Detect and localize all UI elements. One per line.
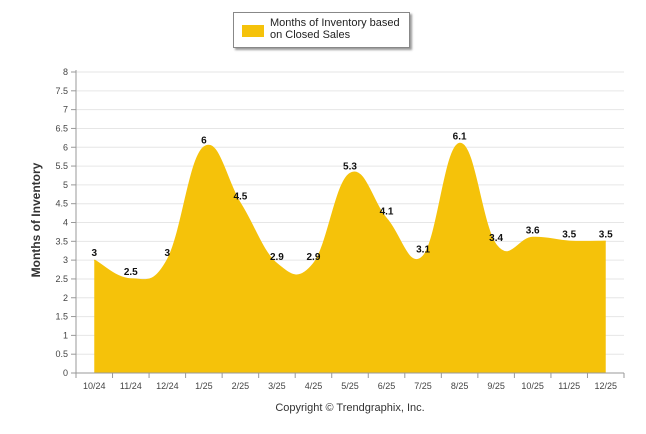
data-label: 4.1 <box>380 207 394 218</box>
y-tick-label: 7.5 <box>55 86 68 96</box>
x-tick-label: 5/25 <box>341 381 359 391</box>
y-tick-label: 5.5 <box>55 161 68 171</box>
y-tick-label: 6 <box>63 142 68 152</box>
x-axis-ticks: 10/24 11/24 12/24 1/25 2/25 3/25 4/25 5/25 6/25 7… <box>75 373 625 391</box>
x-tick-label: 6/25 <box>378 381 396 391</box>
y-tick-label: 5 <box>63 180 68 190</box>
x-tick-label: 12/25 <box>594 381 617 391</box>
y-tick-label: 3.5 <box>55 236 68 246</box>
data-label: 5.3 <box>343 162 357 173</box>
x-tick-label: 11/24 <box>120 381 142 391</box>
y-tick-label: 6.5 <box>55 123 68 133</box>
copyright-footer: Copyright © Trendgraphix, Inc. <box>275 402 425 414</box>
axes <box>75 70 624 374</box>
y-axis-ticks: 0 0.5 1 1.5 2 2.5 3 3.5 4 4.5 5 5.5 6 6.5 7 7.5 8 <box>55 67 76 378</box>
y-tick-label: 2.5 <box>55 274 68 284</box>
data-label: 3 <box>165 248 171 259</box>
y-tick-label: 0 <box>63 368 68 378</box>
x-tick-label: 4/25 <box>305 381 323 391</box>
x-tick-label: 1/25 <box>195 381 213 391</box>
y-tick-label: 8 <box>63 67 68 77</box>
data-label: 2.9 <box>270 252 284 263</box>
data-label: 3.1 <box>416 244 430 255</box>
x-tick-label: 7/25 <box>414 381 432 391</box>
x-tick-label: 2/25 <box>232 381 250 391</box>
x-tick-label: 9/25 <box>487 381 505 391</box>
data-label: 4.5 <box>233 192 247 203</box>
y-tick-label: 4.5 <box>55 199 68 209</box>
area-fill <box>94 143 606 373</box>
legend-label: Months of Inventory based on Closed Sale… <box>270 17 400 41</box>
x-tick-label: 10/25 <box>521 381 544 391</box>
x-tick-label: 11/25 <box>558 381 580 391</box>
data-labels: 3 2.5 3 6 4.5 2.9 2.9 5.3 4.1 3.1 6.1 3.4 3.6 3.5 3.5 <box>91 131 613 277</box>
x-tick-label: 10/24 <box>83 381 106 391</box>
y-tick-label: 1 <box>63 330 68 340</box>
data-label: 6.1 <box>453 131 467 142</box>
y-tick-label: 7 <box>63 105 68 115</box>
data-label: 3 <box>91 248 97 259</box>
x-tick-label: 3/25 <box>268 381 286 391</box>
legend-swatch <box>242 25 264 37</box>
data-label: 2.5 <box>124 267 138 278</box>
y-tick-label: 2 <box>63 293 68 303</box>
x-tick-label: 12/24 <box>156 381 179 391</box>
data-label: 3.4 <box>489 233 503 244</box>
series-line <box>93 142 606 281</box>
data-label: 6 <box>201 135 207 146</box>
y-axis-title: Months of Inventory <box>29 162 43 278</box>
data-label: 3.6 <box>526 226 540 237</box>
x-tick-label: 8/25 <box>451 381 469 391</box>
area-series <box>93 142 606 373</box>
y-tick-label: 0.5 <box>55 349 68 359</box>
data-label: 2.9 <box>307 252 321 263</box>
y-tick-label: 1.5 <box>55 312 68 322</box>
y-tick-label: 3 <box>63 255 68 265</box>
legend: Months of Inventory based on Closed Sale… <box>233 12 410 48</box>
data-label: 3.5 <box>599 229 613 240</box>
data-label: 3.5 <box>562 229 576 240</box>
y-tick-label: 4 <box>63 218 68 228</box>
